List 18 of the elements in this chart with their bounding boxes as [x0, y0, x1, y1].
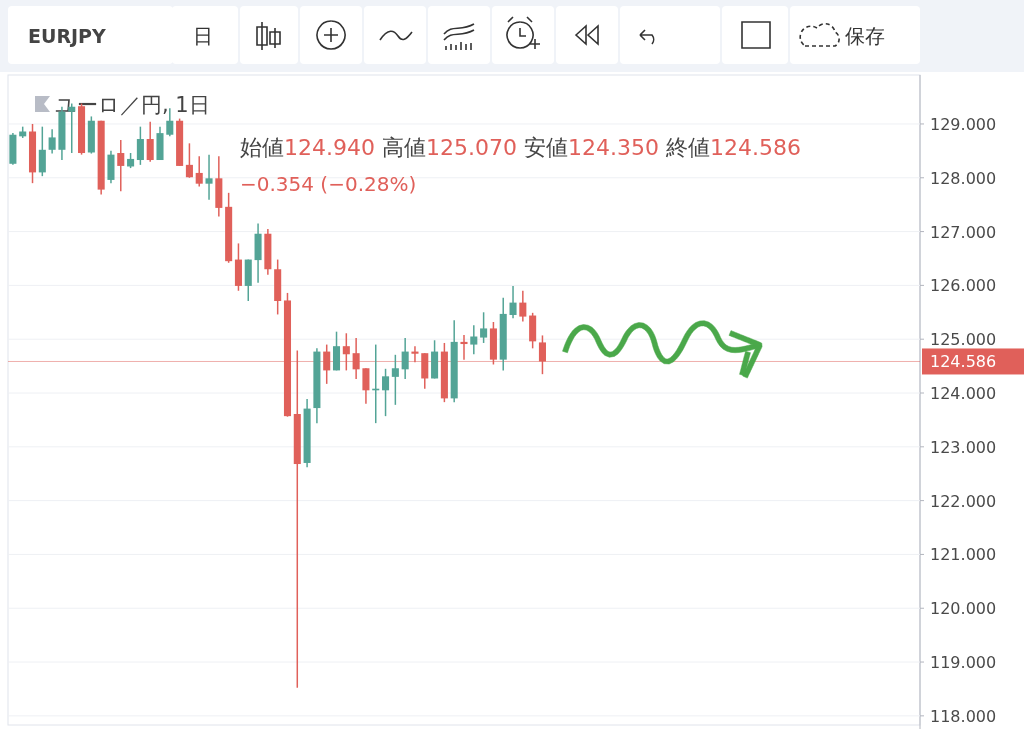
- y-tick-label: 126.000: [930, 276, 997, 296]
- y-tick-label: 128.000: [930, 168, 997, 188]
- annotation: −0.354 (−0.28%): [240, 172, 417, 196]
- y-tick-label: 121.000: [930, 545, 997, 565]
- y-tick-label: 129.000: [930, 114, 997, 134]
- annotation: 始値124.940 高値125.070 安値124.350 終値124.586: [240, 135, 801, 160]
- text: 保存: [845, 24, 885, 48]
- ref-line-label: 124.586: [930, 352, 997, 372]
- y-tick-label: 122.000: [930, 491, 997, 511]
- y-tick-label: 127.000: [930, 222, 997, 242]
- y-tick-label: 123.000: [930, 437, 997, 457]
- y-tick-label: 125.000: [930, 330, 997, 350]
- y-tick-label: 119.000: [930, 653, 997, 673]
- y-tick-label: 120.000: [930, 599, 997, 619]
- text: 日: [193, 24, 213, 48]
- y-tick-label: 124.000: [930, 384, 997, 403]
- y-tick-label: 118.000: [930, 706, 997, 726]
- text: EURJPY: [28, 25, 107, 47]
